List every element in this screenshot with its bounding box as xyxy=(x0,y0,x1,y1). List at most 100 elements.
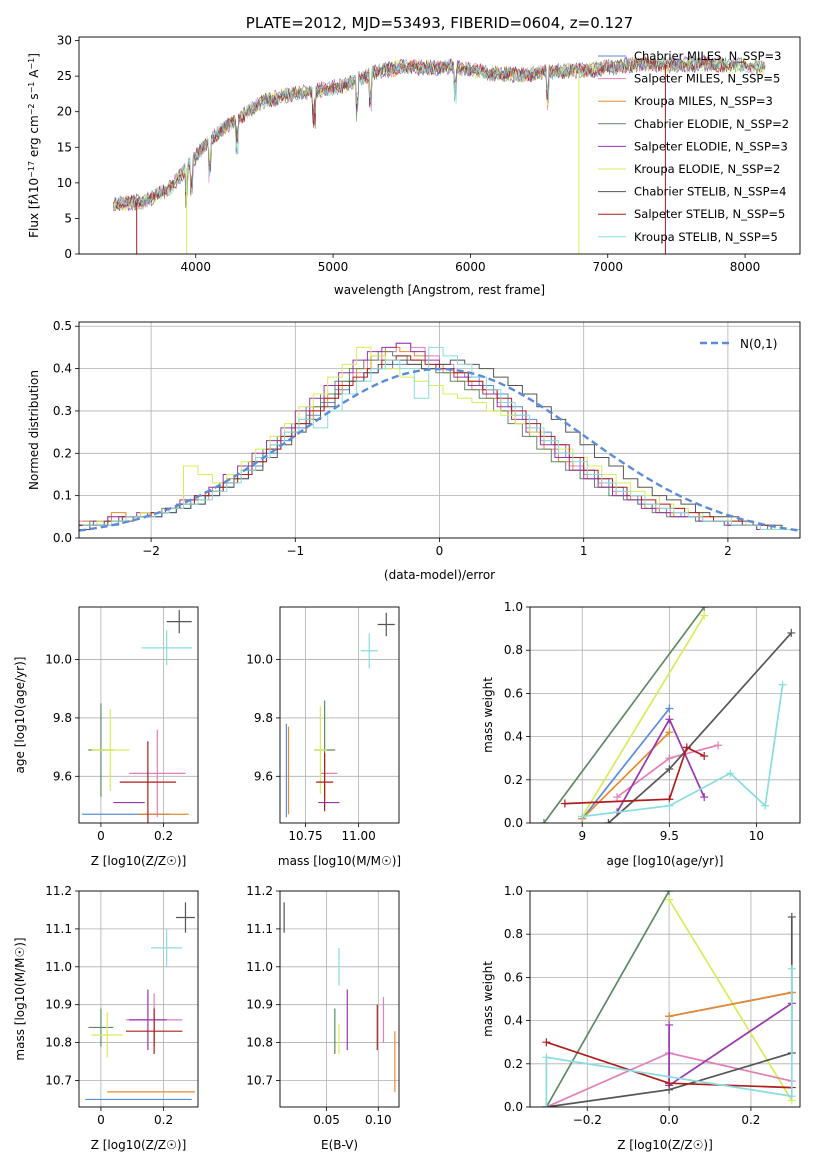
plot-area xyxy=(530,891,800,1107)
y-tick-label: 1.0 xyxy=(504,884,523,898)
x-tick-label: 11.00 xyxy=(341,829,375,843)
weight-marker-salpeter_miles xyxy=(665,754,674,763)
y-tick-label: 11.0 xyxy=(45,960,72,974)
histogram-chabrier_stelib xyxy=(79,359,797,530)
y-tick-label: 11.2 xyxy=(246,884,273,898)
y-tick-label: 0.8 xyxy=(504,927,523,941)
legend-label: Kroupa STELIB, N_SSP=5 xyxy=(634,230,778,244)
legend: Chabrier MILES, N_SSP=3 Salpeter MILES, N… xyxy=(598,49,789,244)
spectrum-line-salpeter_stelib xyxy=(113,54,766,212)
y-tick-label: 0.2 xyxy=(504,773,523,787)
x-axis-label: Z [log10(Z/Z☉)] xyxy=(91,1138,187,1152)
legend-label: Salpeter MILES, N_SSP=5 xyxy=(634,72,780,86)
legend-label: N(0,1) xyxy=(740,337,777,351)
spectrum-line-kroupa_stelib xyxy=(113,55,766,211)
y-tick-label: 0.8 xyxy=(504,643,523,657)
x-axis-label: Z [log10(Z/Z☉)] xyxy=(91,854,187,868)
weight-marker-kroupa_elodie xyxy=(665,895,674,904)
x-tick-label: 0 xyxy=(97,829,105,843)
weight-marker-kroupa_miles xyxy=(665,1012,674,1021)
weight-marker-kroupa_stelib xyxy=(665,801,674,810)
y-tick-label: 9.6 xyxy=(254,769,273,783)
axes-frame xyxy=(78,606,199,824)
x-axis-label: Z [log10(Z/Z☉)] xyxy=(617,1138,713,1152)
axes-frame xyxy=(279,606,400,824)
y-tick-label: 11.1 xyxy=(45,922,72,936)
y-tick-label: 11.1 xyxy=(246,922,273,936)
weight-marker-kroupa_stelib xyxy=(542,1053,551,1062)
chart-title: PLATE=2012, MJD=53493, FIBERID=0604, z=0… xyxy=(246,14,633,32)
x-tick-label: 2 xyxy=(724,544,732,558)
y-tick-label: 11.0 xyxy=(246,960,273,974)
y-tick-label: 10.8 xyxy=(45,1036,72,1050)
x-tick-label: −0.2 xyxy=(573,1113,602,1127)
weight-marker-kroupa_stelib xyxy=(787,964,796,973)
weight-marker-kroupa_stelib xyxy=(726,769,735,778)
weight-line-kroupa_elodie xyxy=(668,899,793,1101)
y-tick-label: 5 xyxy=(64,211,72,225)
y-tick-label: 1.0 xyxy=(504,600,523,614)
x-tick-label: 9 xyxy=(578,829,586,843)
x-tick-label: 0.2 xyxy=(741,1113,760,1127)
x-tick-label: 0 xyxy=(97,1113,105,1127)
weight-marker-salpeter_stelib xyxy=(682,743,691,752)
legend-label: Salpeter ELODIE, N_SSP=3 xyxy=(634,139,788,153)
legend-label: Kroupa ELODIE, N_SSP=2 xyxy=(634,162,780,176)
x-axis-label: E(B-V) xyxy=(321,1138,358,1152)
y-tick-label: 11.2 xyxy=(45,884,72,898)
x-tick-label: −2 xyxy=(142,544,160,558)
plot-area xyxy=(79,607,198,823)
x-tick-label: 1 xyxy=(580,544,588,558)
plot-area xyxy=(530,607,800,823)
weight-line-salpeter_elodie xyxy=(668,1002,793,1087)
spectrum-line-salpeter_elodie xyxy=(113,55,725,211)
axes-frame xyxy=(529,606,801,824)
weight-marker-chabrier_elodie xyxy=(539,819,548,823)
y-tick-label: 0.4 xyxy=(53,362,72,376)
weight-marker-chabrier_elodie xyxy=(665,891,674,895)
y-tick-label: 10.7 xyxy=(246,1073,273,1087)
plot-area xyxy=(79,891,198,1107)
y-tick-label: 10.7 xyxy=(45,1073,72,1087)
weight-marker-chabrier_stelib xyxy=(665,765,674,773)
x-tick-label: 0.10 xyxy=(365,1113,392,1127)
legend-label: Chabrier ELODIE, N_SSP=2 xyxy=(634,117,789,131)
x-axis-label: wavelength [Angstrom, rest frame] xyxy=(334,283,545,297)
normal-curve xyxy=(79,367,800,532)
x-tick-label: 6000 xyxy=(455,260,486,274)
weight-marker-kroupa_stelib xyxy=(778,680,787,689)
weight-marker-chabrier_stelib xyxy=(787,912,796,921)
y-tick-label: 0.4 xyxy=(504,1014,523,1028)
x-axis-label: age [log10(age/yr)] xyxy=(607,854,724,868)
weight-marker-kroupa_stelib xyxy=(578,812,587,821)
y-axis-label: age [log10(age/yr)] xyxy=(13,657,27,774)
weight-line-chabrier_elodie xyxy=(543,607,705,823)
histogram-salpeter_stelib xyxy=(79,355,800,530)
x-tick-label: 0 xyxy=(436,544,444,558)
weight-marker-salpeter_miles xyxy=(714,741,723,750)
weight-marker-chabrier_stelib xyxy=(604,819,613,823)
weight-marker-kroupa_miles xyxy=(665,728,674,737)
panel-age_vs_Z: 0 0.2 9.6 9.8 10.0 Z [log10(Z/Z☉)] age [log10(… xyxy=(13,606,199,868)
x-tick-label: −1 xyxy=(286,544,304,558)
x-tick-label: 9.5 xyxy=(660,829,679,843)
y-tick-label: 0.5 xyxy=(53,319,72,333)
weight-line-chabrier_elodie xyxy=(545,891,670,1107)
axes-frame xyxy=(78,36,801,255)
panel-mass_weight_vs_age: 9 9.5 10 0.0 0.2 0.4 0.6 0.8 1.0 age [log10(age/y… xyxy=(481,600,801,868)
y-tick-label: 10.0 xyxy=(45,653,72,667)
weight-marker-chabrier_elodie xyxy=(700,607,709,611)
axes-frame xyxy=(78,890,199,1108)
weight-line-salpeter_stelib xyxy=(564,746,705,805)
y-tick-label: 10.9 xyxy=(45,998,72,1012)
spectrum-line-chabrier_miles xyxy=(113,56,725,212)
panel-spectrum: 4000 5000 6000 7000 8000 0 5 10 15 20 25 30 PLATE=20… xyxy=(27,14,801,297)
legend-label: Kroupa MILES, N_SSP=3 xyxy=(634,94,773,108)
x-tick-label: 0.05 xyxy=(313,1113,340,1127)
weight-line-kroupa_elodie xyxy=(581,615,705,817)
x-tick-label: 8000 xyxy=(730,260,761,274)
histogram-kroupa_stelib xyxy=(82,346,800,530)
weight-marker-salpeter_miles xyxy=(613,793,622,802)
x-tick-label: 7000 xyxy=(592,260,623,274)
